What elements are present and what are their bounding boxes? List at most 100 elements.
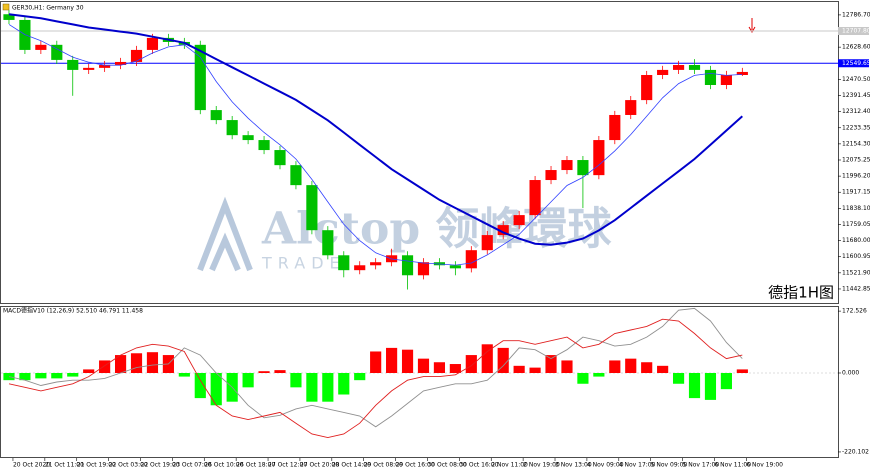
y-tick-label: 11442.85 bbox=[842, 285, 870, 292]
price-panel-frame bbox=[0, 1, 839, 304]
x-tick-label: 6 Nov 11:00 bbox=[714, 462, 751, 469]
histogram-bar bbox=[609, 360, 621, 373]
macd-line bbox=[8, 318, 743, 439]
candle-body bbox=[274, 150, 286, 166]
histogram-bar bbox=[497, 347, 509, 373]
histogram-bar bbox=[593, 372, 605, 377]
histogram-bar bbox=[354, 372, 366, 381]
histogram-bar bbox=[274, 370, 286, 373]
candle-body bbox=[609, 114, 621, 141]
watermark-subtext: TRADE bbox=[261, 254, 346, 273]
x-tick-label: 28 Oct 14:00 bbox=[332, 462, 371, 469]
x-tick-label: 3 Nov 13:00 bbox=[555, 462, 592, 469]
candle-body bbox=[497, 225, 509, 236]
histogram-bar bbox=[688, 372, 701, 399]
x-tick-label: 27 Oct 12:00 bbox=[268, 462, 307, 469]
watermark: Alctop 领峰環球 TRADE bbox=[197, 196, 612, 273]
candle-body bbox=[449, 265, 461, 269]
histogram-bar bbox=[194, 372, 206, 399]
histogram-bar bbox=[322, 372, 334, 402]
histogram-bar bbox=[386, 347, 398, 373]
sell-arrow bbox=[748, 18, 756, 33]
candle-body bbox=[577, 160, 589, 176]
histogram-bar bbox=[561, 360, 573, 373]
candle-body bbox=[672, 65, 685, 70]
y-tick-label: 12391.45 bbox=[842, 92, 870, 99]
candle-body bbox=[688, 65, 701, 70]
histogram-bar bbox=[258, 371, 270, 373]
candle-body bbox=[720, 75, 732, 85]
x-tick-label: 4 Nov 17:00 bbox=[619, 462, 656, 469]
histogram-bar bbox=[736, 369, 748, 373]
histogram-bar bbox=[130, 353, 143, 373]
candle-body bbox=[130, 49, 143, 62]
moving-average bbox=[8, 24, 743, 266]
y-tick-label: 11521.90 bbox=[842, 269, 870, 276]
candle-body bbox=[242, 135, 254, 141]
price-label-box bbox=[838, 26, 869, 35]
x-tick-label: 21 Oct 19:00 bbox=[77, 462, 116, 469]
y-tick-label: 11917.15 bbox=[842, 189, 870, 196]
y-tick-label: 12470.50 bbox=[842, 76, 870, 83]
macd-panel-frame bbox=[0, 306, 839, 458]
x-tick-label: 22 Oct 03:00 bbox=[109, 462, 148, 469]
y-tick-label: 12154.30 bbox=[842, 140, 870, 147]
x-tick-label: 6 Nov 19:00 bbox=[746, 462, 783, 469]
histogram-bar bbox=[146, 352, 159, 373]
annotation: 德指1H图 bbox=[768, 284, 834, 302]
histogram-bar bbox=[417, 358, 430, 373]
candle-body bbox=[226, 120, 238, 136]
y-tick-label: 12233.35 bbox=[842, 124, 870, 131]
x-tick-label: 29 Oct 08:00 bbox=[364, 462, 403, 469]
histogram-bar bbox=[401, 349, 414, 373]
histogram-bar bbox=[513, 365, 525, 373]
x-tick-label: 30 Oct 08:00 bbox=[427, 462, 466, 469]
x-tick-label: 23 Oct 07:00 bbox=[172, 462, 211, 469]
x-tick-label: 27 Oct 20:00 bbox=[300, 462, 339, 469]
y-tick-label: 11680.00 bbox=[842, 237, 870, 244]
candle-body bbox=[146, 37, 159, 50]
candle-body bbox=[625, 100, 637, 115]
x-tick-label: 20 Oct 2020 bbox=[13, 462, 50, 469]
histogram-bar bbox=[178, 372, 190, 377]
candle-body bbox=[67, 59, 79, 70]
candle-body bbox=[465, 250, 477, 269]
y-tick-label: 12312.40 bbox=[842, 108, 870, 115]
candle-body bbox=[51, 44, 63, 60]
x-tick-label: 30 Oct 16:00 bbox=[459, 462, 498, 469]
candle-body bbox=[529, 180, 541, 216]
y-tick-label: 11759.05 bbox=[842, 221, 870, 228]
histogram-bar bbox=[290, 372, 302, 388]
candle-body bbox=[194, 44, 206, 111]
candle-body bbox=[641, 75, 653, 101]
candle-body bbox=[513, 215, 525, 226]
histogram-bar bbox=[306, 372, 318, 402]
histogram-bar bbox=[545, 355, 557, 373]
candle-body bbox=[83, 67, 95, 70]
histogram-bar bbox=[704, 372, 717, 400]
histogram-bar bbox=[67, 372, 79, 377]
y-tick-label: 12075.25 bbox=[842, 156, 870, 163]
histogram-bar bbox=[99, 360, 111, 373]
candle-body bbox=[561, 160, 573, 171]
histogram-bar bbox=[83, 369, 95, 373]
histogram-bar bbox=[433, 362, 446, 373]
y-tick-label: -220.102 bbox=[842, 448, 869, 455]
y-tick-label: 11996.20 bbox=[842, 173, 870, 180]
x-tick-label: 22 Oct 19:00 bbox=[141, 462, 180, 469]
chart-title: GER30,H1: Germany 30 bbox=[12, 5, 84, 12]
candle-body bbox=[657, 69, 669, 76]
candle-body bbox=[545, 170, 557, 181]
histogram-bar bbox=[657, 365, 669, 373]
candle-body bbox=[3, 14, 15, 20]
histogram-bar bbox=[3, 372, 15, 381]
histogram-bar bbox=[481, 344, 493, 373]
histogram-bar bbox=[465, 355, 477, 373]
histogram-bar bbox=[720, 372, 732, 390]
histogram-bar bbox=[449, 364, 461, 373]
x-tick-label: 21 Oct 11:00 bbox=[45, 462, 84, 469]
candle-body bbox=[290, 165, 302, 186]
candle-body bbox=[99, 65, 111, 68]
candle-body bbox=[338, 255, 350, 271]
